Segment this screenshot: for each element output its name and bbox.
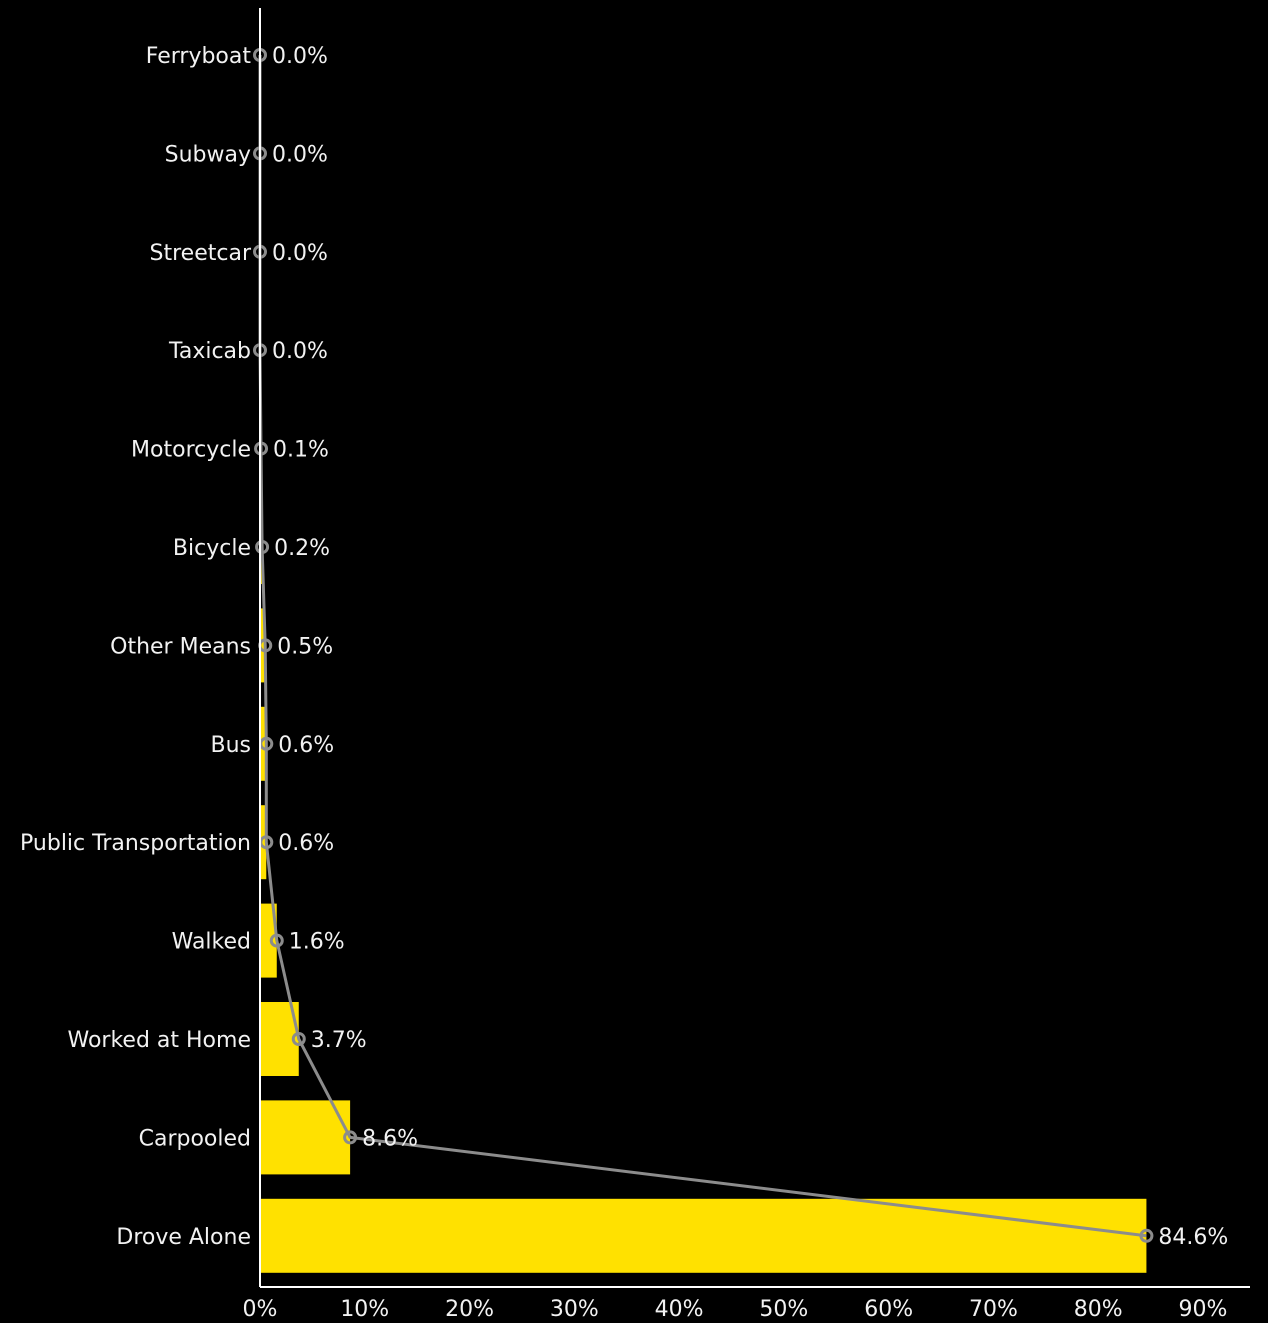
value-label: 0.0%: [272, 44, 328, 69]
category-label: Subway: [165, 142, 251, 167]
category-label: Walked: [172, 930, 251, 955]
line-marker: [343, 1130, 358, 1145]
x-tick-label: 90%: [1179, 1297, 1228, 1322]
x-tick-labels: 0% 10% 20% 30% 40% 50% 60% 70% 80% 90%: [243, 1297, 1228, 1322]
value-labels: 0.0% 0.0% 0.0% 0.0% 0.1% 0.2% 0.5% 0.6% 0.6% 1.6%…: [272, 44, 1228, 1250]
line-marker: [1139, 1228, 1154, 1243]
bar: [260, 1198, 1147, 1273]
marker-series: [253, 48, 1154, 1243]
x-tick-label: 30%: [550, 1297, 599, 1322]
bar: [260, 608, 266, 683]
bar: [260, 805, 267, 880]
value-label: 3.7%: [311, 1028, 367, 1053]
category-label: Ferryboat: [146, 44, 252, 69]
x-tick-label: 80%: [1074, 1297, 1123, 1322]
x-tick-label: 0%: [243, 1297, 278, 1322]
value-label: 0.5%: [277, 634, 333, 659]
bar: [260, 903, 277, 978]
x-tick-label: 60%: [864, 1297, 913, 1322]
value-label: 0.0%: [272, 339, 328, 364]
value-label: 0.0%: [272, 241, 328, 266]
line-marker: [291, 1032, 306, 1046]
category-label: Carpooled: [139, 1126, 251, 1151]
category-label: Streetcar: [150, 241, 252, 266]
value-label: 8.6%: [362, 1126, 418, 1151]
line-marker: [254, 441, 269, 456]
overlay-line: [258, 55, 1147, 1238]
x-tick-label: 50%: [759, 1297, 808, 1322]
value-label: 1.6%: [289, 930, 345, 955]
category-label: Drove Alone: [116, 1225, 251, 1250]
category-label: Bus: [211, 733, 252, 758]
x-tick-label: 20%: [445, 1297, 494, 1322]
line-series: [258, 55, 1147, 1238]
category-label: Taxicab: [168, 339, 251, 364]
category-label: Motorcycle: [131, 438, 251, 463]
value-label: 0.6%: [278, 733, 334, 758]
category-label: Public Transportation: [20, 831, 251, 856]
x-tick-label: 10%: [340, 1297, 389, 1322]
axes: [259, 8, 1250, 1288]
value-label: 0.2%: [274, 536, 330, 561]
bar: [260, 706, 267, 781]
bar: [260, 1100, 351, 1175]
value-label: 0.1%: [273, 438, 329, 463]
category-labels: Ferryboat Subway Streetcar Taxicab Motorcycl…: [20, 44, 252, 1250]
value-label: 0.6%: [278, 831, 334, 856]
category-label: Other Means: [110, 634, 251, 659]
bar-series: [260, 411, 1147, 1273]
x-tick-label: 40%: [655, 1297, 704, 1322]
line-marker: [255, 540, 270, 554]
category-label: Worked at Home: [68, 1028, 252, 1053]
category-label: Bicycle: [173, 536, 251, 561]
value-label: 84.6%: [1158, 1225, 1228, 1250]
x-tick-label: 70%: [969, 1297, 1018, 1322]
value-label: 0.0%: [272, 142, 328, 167]
line-marker: [269, 933, 284, 948]
